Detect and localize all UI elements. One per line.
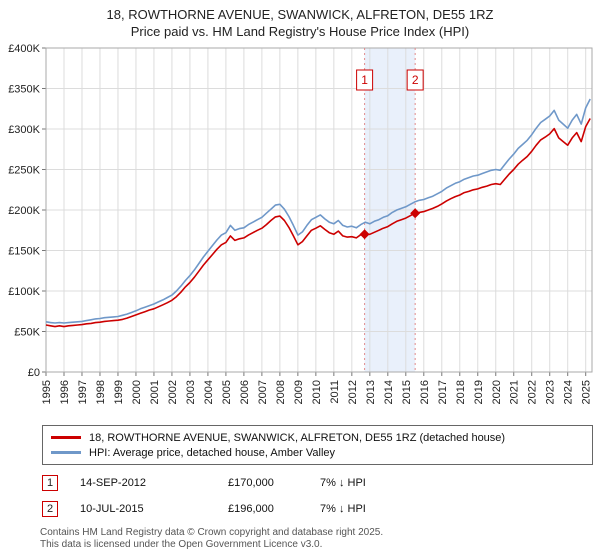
- svg-text:£350K: £350K: [8, 84, 40, 96]
- svg-text:2003: 2003: [185, 380, 197, 404]
- svg-text:1999: 1999: [113, 380, 125, 404]
- svg-text:2013: 2013: [365, 380, 377, 404]
- transaction-price-2: £196,000: [228, 503, 274, 515]
- chart-area: 1995 1996 1997 1998 1999 2000 2001 2002 2003 2004…: [0, 42, 600, 423]
- svg-text:2025: 2025: [581, 380, 593, 404]
- svg-text:1997: 1997: [77, 380, 89, 404]
- chart-flag-2: [406, 69, 424, 91]
- svg-text:2023: 2023: [545, 380, 557, 404]
- transaction-hpi-note-1: 7% ↓ HPI: [320, 477, 366, 489]
- svg-text:2014: 2014: [383, 380, 395, 404]
- chart-title: 18, ROWTHORNE AVENUE, SWANWICK, ALFRETON…: [106, 7, 494, 22]
- svg-text:£50K: £50K: [14, 327, 40, 339]
- license-footer: Contains HM Land Registry data © Crown c…: [40, 527, 593, 551]
- svg-text:2000: 2000: [131, 380, 143, 404]
- transaction-row-2: 2 10-JUL-2015 £196,000 7% ↓ HPI: [42, 501, 593, 517]
- transaction-date-1: 14-SEP-2012: [80, 477, 147, 489]
- svg-text:2002: 2002: [167, 380, 179, 404]
- property-price-line: [45, 118, 591, 328]
- chart-subtitle: Price paid vs. HM Land Registry's House …: [130, 24, 470, 39]
- legend-item-property: 18, ROWTHORNE AVENUE, SWANWICK, ALFRETON…: [51, 430, 584, 445]
- svg-text:1996: 1996: [59, 380, 71, 404]
- svg-text:2018: 2018: [455, 380, 467, 404]
- hpi-line-swatch: [51, 451, 81, 454]
- svg-text:2009: 2009: [293, 380, 305, 404]
- svg-text:2010: 2010: [311, 380, 323, 404]
- svg-text:£250K: £250K: [8, 165, 40, 177]
- transaction-marker-2: [410, 208, 421, 219]
- svg-text:£150K: £150K: [8, 246, 40, 258]
- transaction-marker-1: [359, 229, 370, 240]
- transaction-hpi-note-2: 7% ↓ HPI: [320, 503, 366, 515]
- svg-text:£0: £0: [28, 367, 40, 379]
- legend-label-hpi: HPI: Average price, detached house, Ambe…: [89, 446, 336, 459]
- legend-label-property: 18, ROWTHORNE AVENUE, SWANWICK, ALFRETON…: [89, 431, 506, 444]
- transaction-price-1: £170,000: [228, 477, 274, 489]
- transaction-list: 1 14-SEP-2012 £170,000 7% ↓ HPI 2 10-JUL…: [42, 475, 593, 517]
- svg-text:1995: 1995: [41, 380, 53, 404]
- svg-text:2008: 2008: [275, 380, 287, 404]
- svg-text:2011: 2011: [329, 380, 341, 404]
- svg-text:2020: 2020: [491, 380, 503, 404]
- transaction-date-2: 10-JUL-2015: [80, 503, 144, 515]
- svg-text:£100K: £100K: [8, 286, 40, 298]
- svg-text:£400K: £400K: [8, 43, 40, 55]
- svg-text:£200K: £200K: [8, 205, 40, 217]
- property-line-swatch: [51, 436, 81, 439]
- svg-text:2001: 2001: [149, 380, 161, 404]
- svg-text:2021: 2021: [509, 380, 521, 404]
- transaction-flag-1: 1: [42, 475, 58, 491]
- svg-text:2: 2: [412, 73, 419, 87]
- transaction-row-1: 1 14-SEP-2012 £170,000 7% ↓ HPI: [42, 475, 593, 491]
- svg-text:2005: 2005: [221, 380, 233, 404]
- svg-text:1: 1: [361, 73, 368, 87]
- price-chart: 1995 1996 1997 1998 1999 2000 2001 2002 2003 2004…: [8, 43, 593, 404]
- svg-text:2024: 2024: [563, 380, 575, 404]
- svg-text:2022: 2022: [527, 380, 539, 404]
- hpi-line: [45, 98, 591, 324]
- svg-text:£300K: £300K: [8, 124, 40, 136]
- legend: 18, ROWTHORNE AVENUE, SWANWICK, ALFRETON…: [42, 425, 593, 465]
- chart-flag-1: [356, 69, 374, 91]
- svg-text:2006: 2006: [239, 380, 251, 404]
- footer-line-1: Contains HM Land Registry data © Crown c…: [40, 527, 384, 538]
- svg-text:1998: 1998: [95, 380, 107, 404]
- svg-text:2007: 2007: [257, 380, 269, 404]
- svg-text:2017: 2017: [437, 380, 449, 404]
- svg-text:2012: 2012: [347, 380, 359, 404]
- svg-text:2016: 2016: [419, 380, 431, 404]
- svg-text:2015: 2015: [401, 380, 413, 404]
- svg-text:2019: 2019: [473, 380, 485, 404]
- transaction-flag-2: 2: [42, 501, 58, 517]
- svg-text:2004: 2004: [203, 380, 215, 404]
- footer-line-2: This data is licensed under the Open Gov…: [40, 539, 323, 550]
- legend-item-hpi: HPI: Average price, detached house, Ambe…: [51, 445, 584, 460]
